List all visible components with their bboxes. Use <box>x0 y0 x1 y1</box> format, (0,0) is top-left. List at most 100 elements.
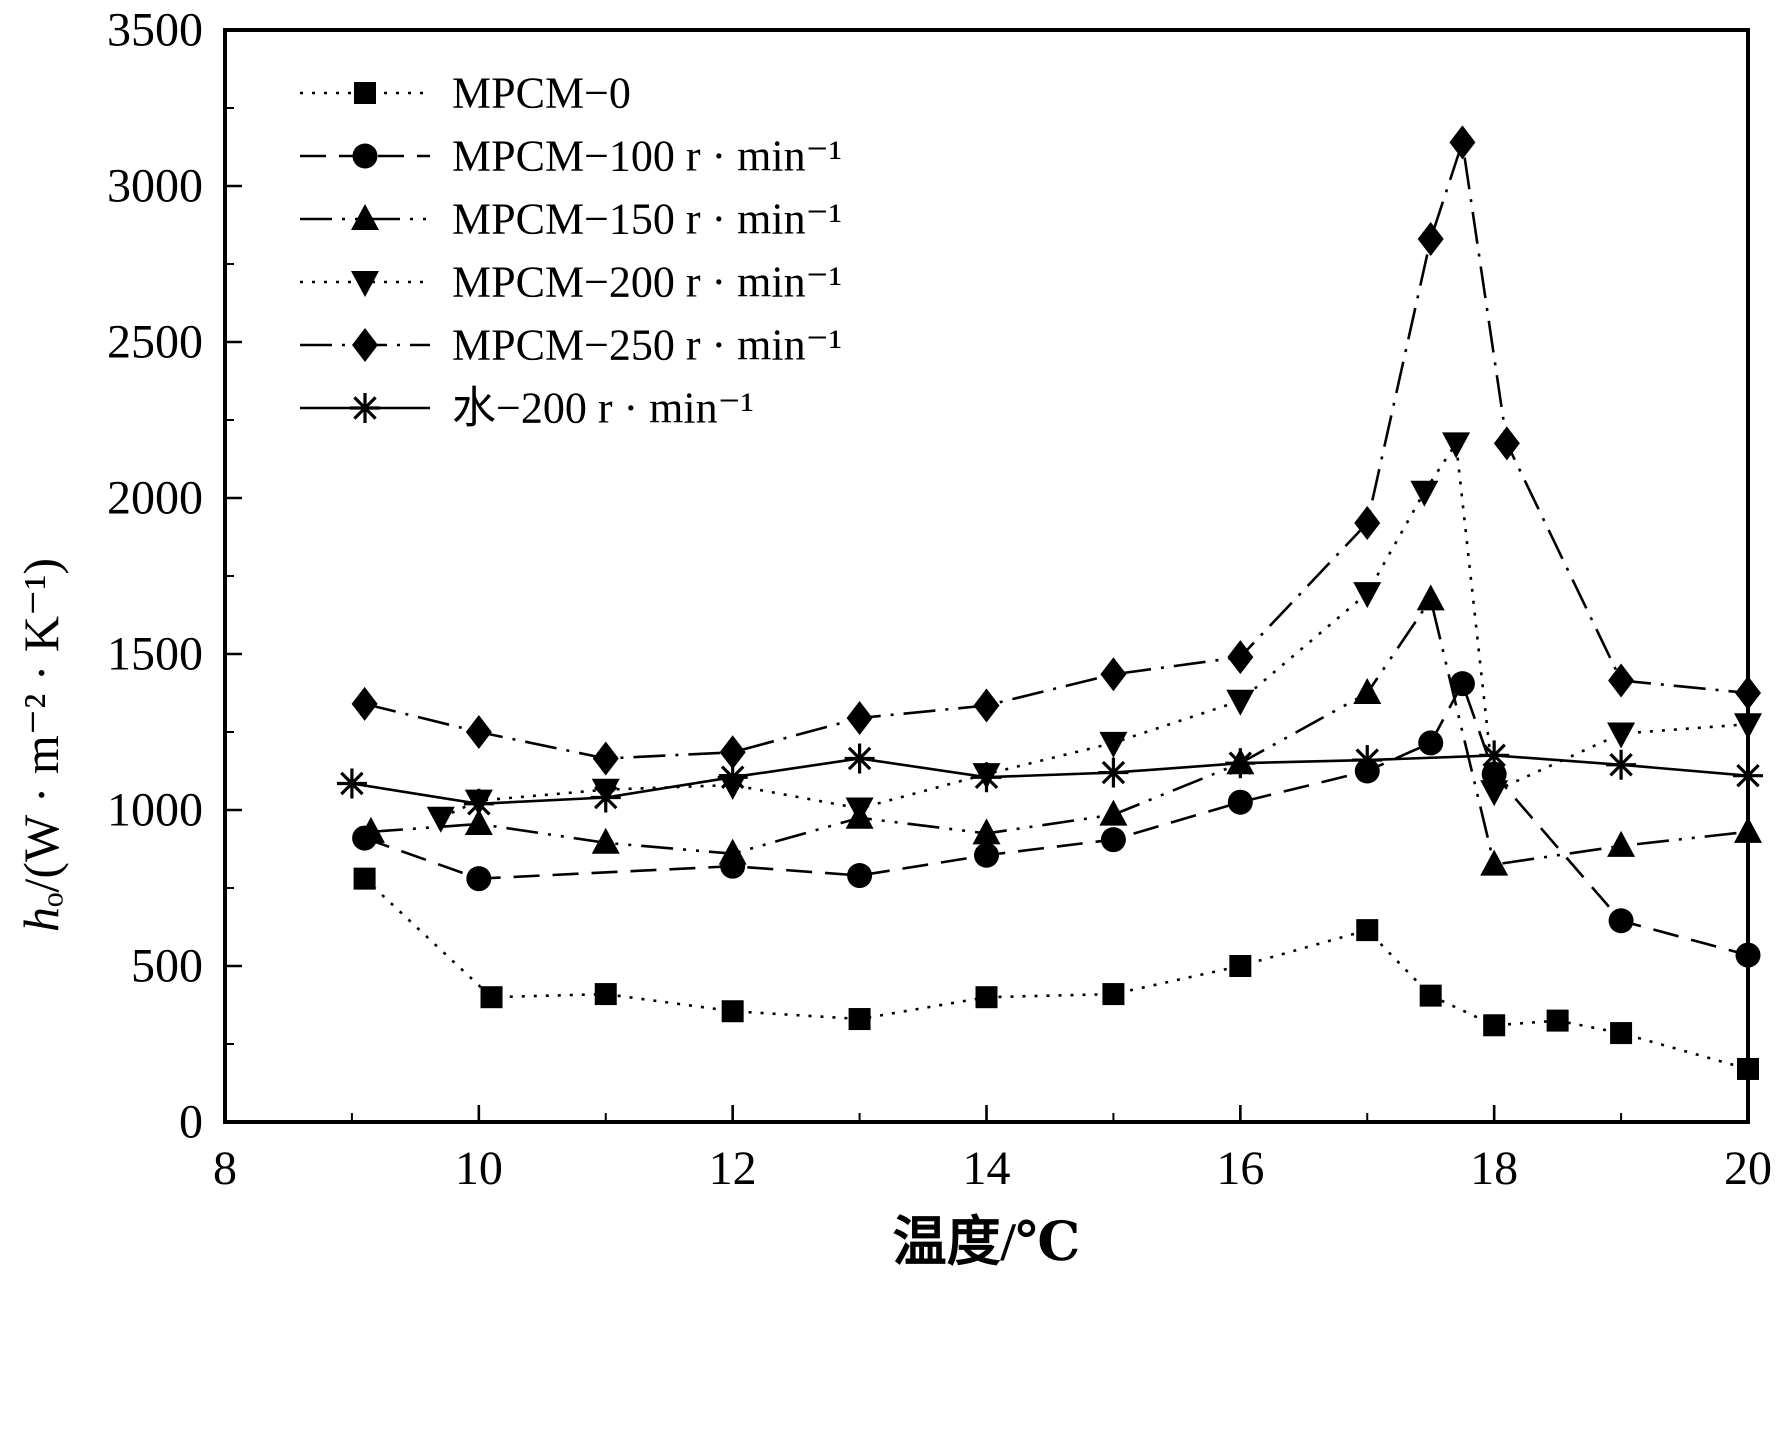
legend: MPCM−0 MPCM−100 r · min⁻¹ MPCM−150 r · min… <box>300 69 842 433</box>
legend-label: MPCM−150 r · min⁻¹ <box>452 195 842 244</box>
y-tick-label: 3000 <box>107 160 203 213</box>
x-tick-label: 20 <box>1724 1142 1772 1195</box>
circle-marker-icon <box>1100 827 1126 853</box>
diamond-marker-icon <box>846 700 873 735</box>
series-line <box>364 141 1749 760</box>
triangle-down-marker-icon <box>845 797 874 824</box>
y-tick-label: 500 <box>131 940 203 993</box>
circle-marker-icon <box>352 143 378 169</box>
circle-marker-icon <box>1227 789 1253 815</box>
y-tick-label: 3500 <box>107 4 203 57</box>
triangle-up-marker-icon <box>1734 816 1762 843</box>
asterisk-marker-icon <box>717 762 748 793</box>
legend-item: 水−200 r · min⁻¹ <box>300 384 754 433</box>
triangle-down-marker-icon <box>1353 582 1382 609</box>
series-line <box>351 754 1749 806</box>
diamond-marker-icon <box>351 686 378 721</box>
asterisk-marker-icon <box>590 782 621 813</box>
asterisk-marker-icon <box>350 393 380 423</box>
y-tick-label: 1500 <box>107 628 203 681</box>
triangle-down-marker-icon <box>1099 731 1128 758</box>
triangle-up-marker-icon <box>972 818 1001 845</box>
legend-label: MPCM−100 r · min⁻¹ <box>452 132 842 181</box>
circle-marker-icon <box>1735 942 1761 968</box>
square-marker-icon <box>1546 1009 1569 1032</box>
diamond-marker-icon <box>1227 640 1254 675</box>
triangle-up-marker-icon <box>1099 799 1128 826</box>
circle-marker-icon <box>847 863 873 889</box>
asterisk-marker-icon <box>1225 748 1256 779</box>
triangle-down-marker-icon <box>1607 722 1636 749</box>
x-axis-title: 温度/℃ <box>893 1212 1081 1272</box>
diamond-marker-icon <box>1608 663 1635 698</box>
triangle-up-marker-icon <box>351 204 379 230</box>
triangle-up-marker-icon <box>1416 584 1445 611</box>
diamond-marker-icon <box>1449 125 1476 160</box>
triangle-up-marker-icon <box>356 816 385 843</box>
triangle-up-marker-icon <box>1353 678 1382 704</box>
square-marker-icon <box>1610 1022 1633 1045</box>
square-marker-icon <box>975 986 998 1009</box>
circle-marker-icon <box>1418 730 1444 756</box>
y-axis-title: hₒ/(W · m⁻² · K⁻¹) <box>13 558 69 932</box>
series-line <box>440 439 1749 819</box>
legend-item: MPCM−0 <box>300 69 631 118</box>
triangle-down-marker-icon <box>1442 432 1471 459</box>
asterisk-marker-icon <box>844 743 875 774</box>
asterisk-marker-icon <box>336 768 367 799</box>
triangle-down-marker-icon <box>426 806 455 833</box>
triangle-down-marker-icon <box>1734 713 1762 740</box>
legend-item: MPCM−200 r · min⁻¹ <box>300 258 842 307</box>
square-marker-icon <box>1737 1057 1759 1080</box>
y-tick-label: 2000 <box>107 472 203 525</box>
asterisk-marker-icon <box>1098 757 1129 788</box>
square-marker-icon <box>354 82 376 104</box>
triangle-up-marker-icon <box>718 838 747 865</box>
square-marker-icon <box>1483 1014 1506 1037</box>
legend-label: MPCM−0 <box>452 69 631 118</box>
diamond-marker-icon <box>719 735 746 770</box>
series-5 <box>336 740 1763 819</box>
circle-marker-icon <box>466 866 492 892</box>
square-marker-icon <box>1102 983 1125 1006</box>
series-2 <box>356 584 1762 876</box>
legend-label: MPCM−250 r · min⁻¹ <box>452 321 842 370</box>
y-tick-label: 0 <box>179 1096 203 1149</box>
axis-ticks: 8 10 12 14 16 18 20 0 500 1000 1500 2000 2500 3000 350… <box>107 4 1772 1196</box>
asterisk-marker-icon <box>1479 740 1510 771</box>
legend-item: MPCM−250 r · min⁻¹ <box>300 321 842 370</box>
diamond-marker-icon <box>592 741 619 776</box>
asterisk-marker-icon <box>1606 749 1637 780</box>
x-tick-label: 14 <box>963 1142 1011 1195</box>
legend-item: MPCM−150 r · min⁻¹ <box>300 195 842 244</box>
series-line <box>364 680 1749 957</box>
triangle-up-marker-icon <box>1480 849 1509 876</box>
triangle-up-marker-icon <box>1607 830 1636 857</box>
legend-label: 水−200 r · min⁻¹ <box>452 384 754 433</box>
x-tick-label: 10 <box>455 1142 503 1195</box>
diamond-marker-icon <box>1735 676 1761 710</box>
asterisk-marker-icon <box>1733 760 1763 791</box>
diamond-marker-icon <box>352 328 378 362</box>
x-tick-label: 12 <box>709 1142 757 1195</box>
triangle-down-marker-icon <box>1226 689 1255 716</box>
x-tick-label: 18 <box>1470 1142 1518 1195</box>
triangle-up-marker-icon <box>464 809 493 836</box>
diamond-marker-icon <box>1417 222 1444 257</box>
diamond-marker-icon <box>465 715 492 749</box>
legend-item: MPCM−100 r · min⁻¹ <box>300 132 842 181</box>
y-tick-label: 1000 <box>107 784 203 837</box>
series-0 <box>353 867 1759 1080</box>
asterisk-marker-icon <box>971 762 1002 793</box>
asterisk-marker-icon <box>463 788 494 819</box>
triangle-down-marker-icon <box>1410 480 1439 507</box>
series-line <box>370 596 1749 867</box>
asterisk-marker-icon <box>1352 745 1383 776</box>
y-tick-label: 2500 <box>107 316 203 369</box>
square-marker-icon <box>848 1008 871 1031</box>
series-4 <box>351 125 1761 776</box>
x-tick-label: 16 <box>1216 1142 1264 1195</box>
diamond-marker-icon <box>973 688 1000 723</box>
